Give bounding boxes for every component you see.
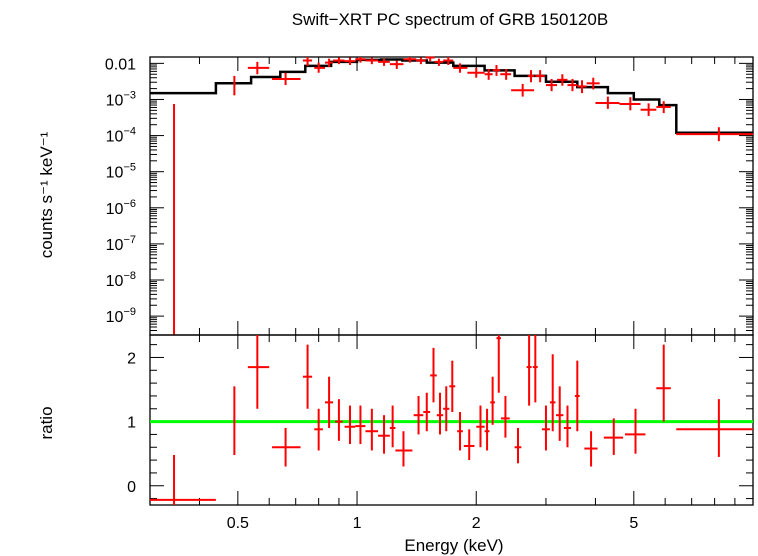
ratio-data-point — [314, 408, 323, 451]
ratio-data-point — [603, 418, 624, 455]
spectrum-data-point — [467, 67, 485, 78]
x-tick-label: 5 — [629, 515, 638, 532]
spectrum-data-point — [511, 83, 535, 97]
ratio-data-point — [676, 399, 753, 457]
ratio-data-point — [430, 347, 437, 403]
x-tick-label: 0.5 — [227, 515, 249, 532]
ratio-data-point — [656, 344, 671, 422]
spectrum-data-point — [314, 62, 325, 73]
spectrum-data-point — [333, 57, 345, 65]
spectrum-data-point — [389, 60, 404, 69]
spectrum-data-point — [500, 68, 512, 80]
y-tick-label: 0.01 — [105, 56, 136, 73]
spectrum-data-point — [416, 57, 426, 65]
ratio-data-point — [389, 405, 396, 448]
ratio-data-point — [490, 376, 495, 425]
spectrum-plot-frame — [149, 56, 754, 336]
spectrum-data-point — [527, 70, 535, 83]
y-tick-label: 10−3 — [106, 89, 136, 109]
chart-title: Swift−XRT PC spectrum of GRB 150120B — [292, 10, 608, 29]
ratio-data-point — [335, 399, 343, 441]
spectrum-data-point — [577, 80, 587, 94]
x-tick-label: 1 — [353, 515, 362, 532]
ratio-panel: 0 1 2 0.5 1 2 5 — [127, 334, 754, 532]
spectrum-panel: 0.01 10−3 10−4 10−5 10−6 10−7 10−8 10−9 — [105, 56, 754, 336]
spectrum-data-point — [378, 58, 390, 66]
ratio-data-point — [563, 405, 571, 448]
y-tick-label: 10−8 — [106, 270, 136, 290]
spectrum-data-point — [656, 101, 671, 114]
spectrum-data-point — [567, 78, 578, 92]
ratio-data-point — [549, 354, 556, 432]
ratio-data-point — [355, 405, 366, 445]
spectrum-data-point — [595, 96, 620, 109]
ratio-data-point — [365, 408, 379, 451]
spectrum-data-point — [453, 63, 468, 73]
spectrum-data-point — [535, 70, 545, 83]
spectrum-data-point — [247, 61, 270, 75]
ratio-data-point — [302, 344, 313, 409]
ratio-data-point — [395, 431, 413, 467]
ratio-data-point — [496, 335, 502, 393]
ratio-data-point — [344, 405, 356, 445]
y-tick-label: 10−4 — [106, 126, 136, 146]
ratio-data-point — [624, 408, 646, 454]
ratio-data-point — [541, 405, 550, 451]
spectrum-data-point — [425, 56, 435, 62]
ratio-data-point — [150, 454, 216, 505]
ratio-data-point — [514, 428, 522, 464]
ratio-data-point — [457, 411, 463, 451]
x-axis-label: Energy (keV) — [404, 536, 503, 555]
ratio-y-axis-label: ratio — [37, 406, 56, 439]
spectrum-data-point — [344, 57, 356, 66]
ratio-data-point — [532, 335, 538, 403]
ratio-data-point — [272, 428, 301, 467]
y-tick-label: 10−6 — [106, 198, 136, 218]
ratio-data-point — [324, 376, 334, 429]
spectrum-data-point — [640, 103, 657, 116]
model-curve — [150, 58, 753, 134]
ratio-data-point — [501, 395, 510, 438]
spectrum-data-point — [492, 65, 501, 76]
ratio-data-point — [423, 392, 431, 432]
ratio-data-point — [449, 360, 456, 412]
ratio-data-point — [463, 429, 475, 461]
ratio-data-point — [484, 408, 490, 451]
spectrum-data-point — [586, 77, 600, 90]
spectrum-data-point — [403, 57, 417, 63]
ratio-data-point — [443, 386, 450, 432]
spectrum-data-point — [545, 78, 558, 92]
spectrum-data-point — [676, 127, 753, 142]
spectrum-data-point — [355, 57, 366, 63]
ratio-data-point — [436, 392, 444, 435]
ratio-data-point — [555, 386, 564, 441]
spectrum-y-axis-label: counts s⁻¹ keV⁻¹ — [37, 131, 56, 258]
ratio-data-point — [526, 335, 532, 406]
y-tick-label: 10−5 — [106, 162, 136, 182]
y-tick-label: 0 — [127, 479, 136, 496]
spectrum-data-point — [324, 58, 334, 67]
ratio-data-point — [476, 405, 485, 448]
y-tick-label: 1 — [127, 415, 136, 432]
spectrum-data-point — [484, 68, 493, 80]
spectrum-data-point — [434, 58, 444, 66]
spectrum-data-point — [443, 57, 454, 66]
y-tick-label: 10−7 — [106, 234, 136, 254]
ratio-data-point — [584, 431, 598, 467]
ratio-data-point — [574, 360, 580, 432]
x-tick-label: 2 — [472, 515, 481, 532]
spectrum-data-point — [272, 72, 301, 86]
spectrum-data-point — [302, 57, 313, 66]
y-tick-label: 10−9 — [106, 306, 136, 326]
ratio-data-point — [378, 415, 390, 454]
spectrum-data-point — [619, 97, 641, 111]
ratio-plot-frame — [149, 334, 754, 506]
ratio-data-point — [413, 395, 424, 435]
ratio-data-point — [247, 335, 270, 409]
y-tick-label: 2 — [127, 350, 136, 367]
spectrum-data-point — [365, 57, 379, 65]
spectrum-data-point — [557, 74, 568, 86]
